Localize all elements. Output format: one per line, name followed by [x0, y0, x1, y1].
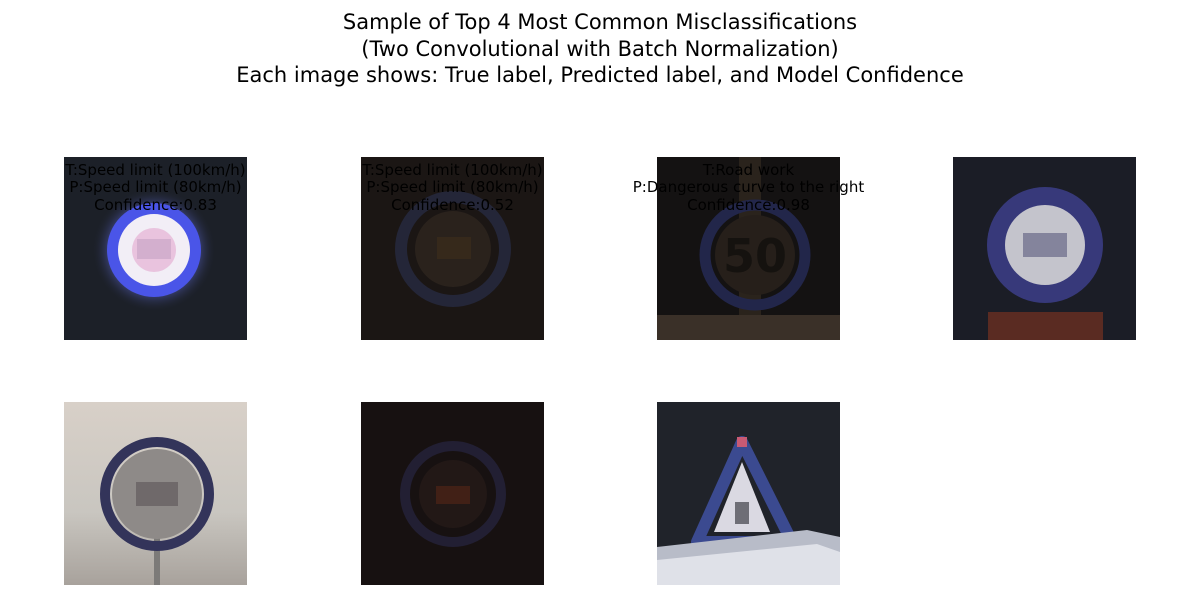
- confidence-label: Confidence:0.98: [687, 195, 810, 214]
- sign-thumbnail: [64, 157, 247, 340]
- sign-thumbnail: [64, 402, 247, 585]
- figure-title: Sample of Top 4 Most Common Misclassific…: [0, 9, 1200, 89]
- title-line-1: Sample of Top 4 Most Common Misclassific…: [342, 10, 858, 34]
- sample-caption: T:Speed limit (100km/h) P:Speed limit (80…: [4, 161, 307, 214]
- svg-text:50: 50: [723, 229, 787, 283]
- predicted-label: P:Dangerous curve to the right: [632, 178, 865, 197]
- confidence-label: Confidence:0.83: [94, 195, 217, 214]
- sign-thumbnail: [361, 157, 544, 340]
- true-label: T:Road work: [702, 161, 795, 180]
- sample-caption: T:Road work P:Dangerous curve to the righ…: [597, 161, 900, 214]
- predicted-label: P:Speed limit (80km/h): [69, 178, 242, 197]
- true-label: T:Speed limit (100km/h): [65, 161, 246, 180]
- sign-thumbnail: [953, 157, 1136, 340]
- true-label: T:Speed limit (100km/h): [362, 161, 543, 180]
- title-line-3: Each image shows: True label, Predicted …: [236, 63, 964, 87]
- confidence-label: Confidence:0.52: [391, 195, 514, 214]
- predicted-label: P:Speed limit (80km/h): [366, 178, 539, 197]
- sign-thumbnail: 50: [657, 157, 840, 340]
- sample-caption: T:Speed limit (100km/h) P:Speed limit (80…: [301, 161, 604, 214]
- sign-thumbnail: [657, 402, 840, 585]
- title-line-2: (Two Convolutional with Batch Normalizat…: [361, 36, 839, 61]
- sign-thumbnail: [361, 402, 544, 585]
